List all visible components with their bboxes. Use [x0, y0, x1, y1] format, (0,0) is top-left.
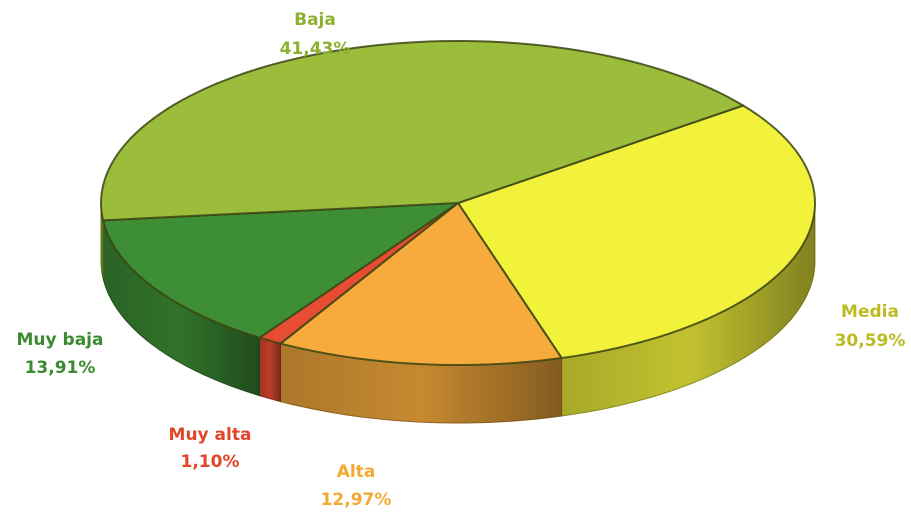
value-label: 12,97% — [321, 490, 392, 510]
side-shade — [280, 343, 562, 423]
slice — [100, 40, 745, 222]
slice — [279, 202, 563, 366]
value-label: 30,59% — [835, 331, 906, 351]
sides — [100, 202, 816, 424]
value-label: 13,91% — [25, 358, 96, 378]
category-label: Media — [841, 302, 899, 322]
slice — [102, 202, 459, 339]
category-label: Muy alta — [169, 425, 252, 445]
labels: Media 30,59% Alta 12,97% Muy alta 1,10% Muy ba… — [17, 10, 906, 510]
side-shade — [259, 337, 281, 402]
side-shade — [103, 220, 260, 396]
category-label: Alta — [337, 462, 376, 482]
category-label: Muy baja — [17, 330, 104, 350]
value-label: 41,43% — [280, 39, 351, 59]
slice — [457, 104, 816, 360]
side-shade — [561, 203, 815, 417]
category-label: Baja — [294, 10, 336, 30]
tops — [100, 40, 816, 366]
value-label: 1,10% — [181, 452, 240, 472]
